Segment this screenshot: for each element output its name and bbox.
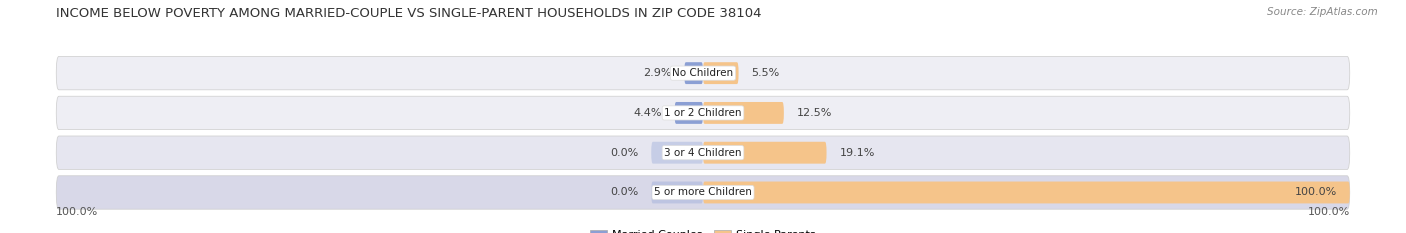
FancyBboxPatch shape <box>703 182 1350 203</box>
Text: 3 or 4 Children: 3 or 4 Children <box>664 148 742 158</box>
FancyBboxPatch shape <box>703 102 785 124</box>
Text: No Children: No Children <box>672 68 734 78</box>
Text: 0.0%: 0.0% <box>610 188 638 198</box>
FancyBboxPatch shape <box>56 96 1350 130</box>
Legend: Married Couples, Single Parents: Married Couples, Single Parents <box>586 225 820 233</box>
Text: 2.9%: 2.9% <box>643 68 671 78</box>
Text: 100.0%: 100.0% <box>56 207 98 217</box>
FancyBboxPatch shape <box>703 62 738 84</box>
FancyBboxPatch shape <box>685 62 703 84</box>
Text: INCOME BELOW POVERTY AMONG MARRIED-COUPLE VS SINGLE-PARENT HOUSEHOLDS IN ZIP COD: INCOME BELOW POVERTY AMONG MARRIED-COUPL… <box>56 7 762 20</box>
Text: 19.1%: 19.1% <box>839 148 875 158</box>
FancyBboxPatch shape <box>703 142 827 164</box>
FancyBboxPatch shape <box>56 56 1350 90</box>
Text: 100.0%: 100.0% <box>1308 207 1350 217</box>
Text: 100.0%: 100.0% <box>1295 188 1337 198</box>
FancyBboxPatch shape <box>56 136 1350 169</box>
FancyBboxPatch shape <box>651 182 703 203</box>
Text: 0.0%: 0.0% <box>610 148 638 158</box>
Text: 12.5%: 12.5% <box>797 108 832 118</box>
FancyBboxPatch shape <box>675 102 703 124</box>
Text: 5.5%: 5.5% <box>752 68 780 78</box>
Text: 1 or 2 Children: 1 or 2 Children <box>664 108 742 118</box>
FancyBboxPatch shape <box>56 176 1350 209</box>
FancyBboxPatch shape <box>651 142 703 164</box>
Text: 5 or more Children: 5 or more Children <box>654 188 752 198</box>
Text: 4.4%: 4.4% <box>633 108 662 118</box>
Text: Source: ZipAtlas.com: Source: ZipAtlas.com <box>1267 7 1378 17</box>
